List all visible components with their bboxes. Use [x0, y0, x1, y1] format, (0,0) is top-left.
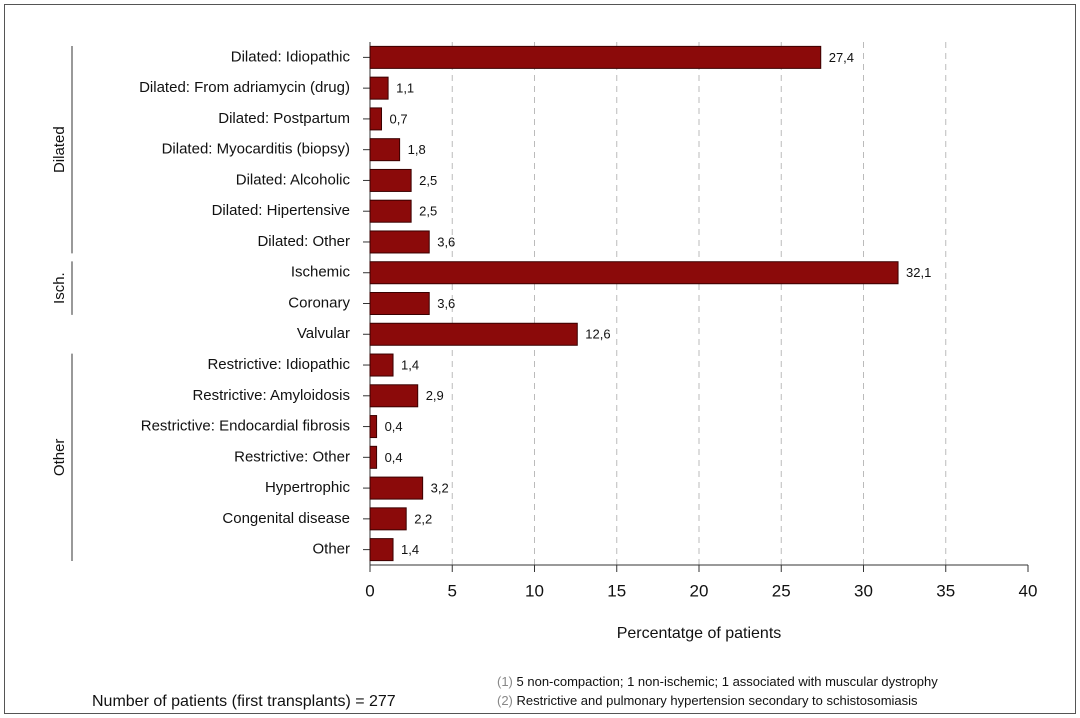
x-axis-title: Percentatge of patients [617, 625, 782, 642]
x-tick-label: 35 [936, 581, 955, 600]
bar [369, 107, 383, 131]
x-tick-label: 30 [854, 581, 873, 600]
group-label: Dilated [51, 126, 68, 173]
value-label: 0,7 [390, 111, 408, 126]
x-tick-label: 5 [448, 581, 457, 600]
y-tick-label: Restrictive: Other [234, 448, 350, 465]
y-tick-label: Hypertrophic [265, 479, 351, 496]
value-label: 3,6 [437, 296, 455, 311]
bar [369, 199, 412, 223]
value-label: 0,4 [385, 450, 403, 465]
x-tick-label: 20 [690, 581, 709, 600]
y-tick-label: Restrictive: Idiopathic [207, 356, 350, 373]
bar [369, 138, 401, 162]
bar [369, 353, 394, 377]
group-label: Isch. [51, 272, 68, 304]
x-tick-label: 40 [1019, 581, 1038, 600]
x-tick-label: 0 [365, 581, 374, 600]
x-tick-label: 10 [525, 581, 544, 600]
bar [369, 261, 899, 285]
x-tick-label: 15 [607, 581, 626, 600]
bar [369, 168, 412, 192]
y-tick-label: Dilated: Alcoholic [236, 171, 351, 188]
value-label: 2,5 [419, 204, 437, 219]
y-tick-label: Valvular [297, 325, 350, 342]
value-label: 3,6 [437, 234, 455, 249]
y-tick-label: Other [312, 541, 350, 558]
bar [369, 76, 389, 100]
y-tick-label: Congenital disease [222, 510, 350, 527]
y-tick-label: Coronary [288, 294, 350, 311]
bar [369, 415, 378, 439]
y-tick-label: Restrictive: Endocardial fibrosis [141, 418, 350, 435]
value-label: 1,4 [401, 357, 419, 372]
value-label: 2,5 [419, 173, 437, 188]
bar [369, 292, 430, 315]
bar [369, 384, 419, 408]
value-label: 2,9 [426, 388, 444, 403]
bar [369, 45, 822, 69]
frame [4, 4, 1076, 714]
group-label: Other [51, 439, 68, 477]
footnote: (2) Restrictive and pulmonary hypertensi… [497, 693, 918, 708]
value-label: 27,4 [829, 50, 854, 65]
bar [369, 538, 394, 562]
y-tick-label: Dilated: Postpartum [218, 110, 350, 127]
y-tick-label: Dilated: Idiopathic [231, 48, 351, 65]
value-label: 1,4 [401, 542, 419, 557]
footnote-marker: (2) [497, 693, 513, 708]
value-label: 2,2 [414, 511, 432, 526]
value-label: 1,1 [396, 81, 414, 96]
caption: Number of patients (first transplants) =… [92, 693, 396, 710]
x-tick-label: 25 [772, 581, 791, 600]
bar [369, 230, 430, 254]
y-tick-label: Ischemic [291, 264, 351, 281]
footnote: (1) 5 non-compaction; 1 non-ischemic; 1 … [497, 674, 938, 689]
footnote-marker: (1) [497, 674, 513, 689]
footnote-text: 5 non-compaction; 1 non-ischemic; 1 asso… [517, 674, 939, 689]
y-tick-label: Dilated: From adriamycin (drug) [139, 79, 350, 96]
footnote-text: Restrictive and pulmonary hypertension s… [517, 693, 919, 708]
bar [369, 476, 424, 500]
bar [369, 445, 378, 469]
value-label: 12,6 [585, 327, 610, 342]
value-label: 1,8 [408, 142, 426, 157]
value-label: 3,2 [431, 481, 449, 496]
y-tick-label: Dilated: Hipertensive [212, 202, 350, 219]
bar [369, 507, 407, 531]
bar [369, 322, 578, 346]
value-label: 32,1 [906, 265, 931, 280]
value-label: 0,4 [385, 419, 403, 434]
y-tick-label: Dilated: Other [257, 233, 350, 250]
y-tick-label: Restrictive: Amyloidosis [192, 387, 350, 404]
y-tick-label: Dilated: Myocarditis (biopsy) [162, 141, 350, 158]
